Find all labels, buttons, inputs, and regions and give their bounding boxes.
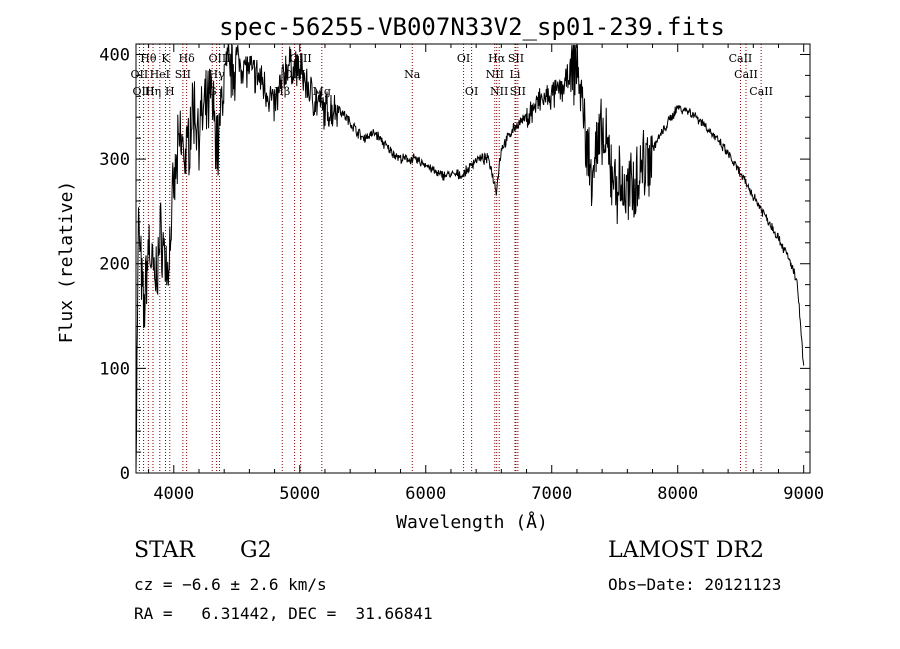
line-label: CaII <box>734 68 758 81</box>
line-label: NII <box>486 68 504 81</box>
line-label: OIII <box>290 52 312 65</box>
line-label: OIII <box>133 85 155 98</box>
plot-frame <box>135 43 811 474</box>
line-label: OII <box>131 68 149 81</box>
line-label: OIII <box>208 52 230 65</box>
line-label: Hβ <box>274 85 290 98</box>
line-label: Hγ <box>209 68 226 81</box>
y-axis-label: Flux (relative) <box>56 181 77 344</box>
line-label: Hη <box>145 85 161 98</box>
object-class: STAR <box>134 538 195 563</box>
x-tick-label: 6000 <box>405 484 446 504</box>
spectrum-series <box>135 43 805 471</box>
x-tick-label: 7000 <box>531 484 572 504</box>
y-axis: 0 100 200 300 400 <box>99 45 810 484</box>
x-axis-label: Wavelength (Å) <box>396 511 548 533</box>
line-label: H <box>165 85 175 98</box>
line-label: OIII <box>284 68 306 81</box>
line-markers <box>138 44 762 473</box>
spectrum-line <box>135 43 805 471</box>
line-label: Hδ <box>179 52 196 65</box>
line-label: SII <box>175 68 191 81</box>
line-label: HeI <box>150 68 170 81</box>
line-label: SII <box>508 52 524 65</box>
line-label: Na <box>404 68 421 81</box>
line-label: NII <box>490 85 508 98</box>
y-tick-label: 100 <box>99 359 130 379</box>
survey-label: LAMOST DR2 <box>608 538 764 563</box>
y-tick-label: 200 <box>99 255 130 275</box>
line-label: Hθ <box>140 52 157 65</box>
line-label: K <box>161 52 170 65</box>
y-tick-label: 300 <box>99 150 130 170</box>
obs-date: Obs−Date: 20121123 <box>608 575 782 594</box>
redshift-text: cz = −6.6 ± 2.6 km/s <box>134 575 327 594</box>
coordinates-text: RA = 6.31442, DEC = 31.66841 <box>134 604 433 623</box>
line-label: CaII <box>729 52 753 65</box>
x-tick-label: 8000 <box>657 484 698 504</box>
object-subclass: G2 <box>240 538 272 563</box>
line-label: CaII <box>749 85 773 98</box>
x-tick-label: 4000 <box>153 484 194 504</box>
line-label: Mg <box>313 85 331 98</box>
line-label: Li <box>510 68 521 81</box>
x-axis: 4000 5000 6000 7000 8000 9000 <box>148 44 824 504</box>
y-tick-label: 0 <box>120 464 130 484</box>
line-label: OI <box>457 52 470 65</box>
line-label: Hα <box>488 52 506 65</box>
line-label: G <box>208 85 217 98</box>
line-label: SII <box>510 85 526 98</box>
line-label: OI <box>465 85 478 98</box>
x-tick-label: 9000 <box>783 484 824 504</box>
chart-title: spec-56255-VB007N33V2_sp01-239.fits <box>219 13 725 41</box>
y-tick-label: 400 <box>99 45 130 65</box>
x-tick-label: 5000 <box>279 484 320 504</box>
